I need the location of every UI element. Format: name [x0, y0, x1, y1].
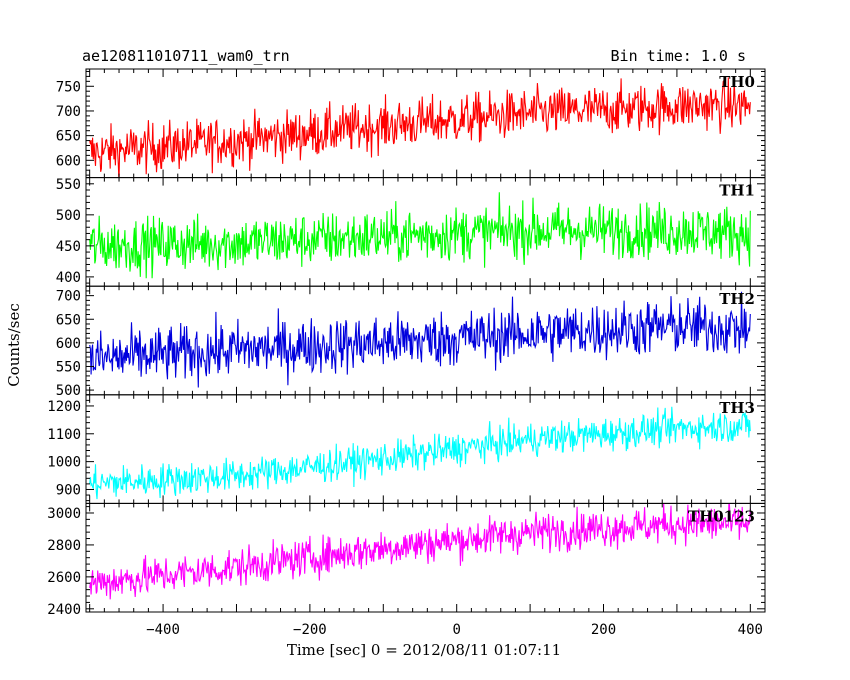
series-th0123-line: [89, 503, 751, 600]
bin-time-header: Bin time: 1.0 s: [611, 47, 746, 65]
y-tick-label: 400: [56, 270, 81, 286]
y-tick-label: 1000: [47, 455, 81, 471]
y-tick-label: 600: [56, 153, 81, 169]
x-axis: −400 −200 0 200 400: [146, 622, 763, 638]
series-label: TH0: [719, 73, 755, 91]
series-th3-line: [89, 406, 751, 500]
panel-th0: 600 650 700 750 TH0: [56, 68, 766, 179]
x-tick-label: 0: [452, 622, 460, 638]
x-tick-label: −200: [293, 622, 327, 638]
series-label: TH2: [719, 290, 755, 308]
y-tick-label: 650: [56, 312, 81, 328]
y-tick-label: 650: [56, 129, 81, 145]
y-tick-label: 500: [56, 208, 81, 224]
y-tick-label: 700: [56, 104, 81, 120]
y-tick-label: 700: [56, 289, 81, 305]
y-tick-label: 1100: [47, 427, 81, 443]
series-th2-line: [89, 291, 751, 388]
x-tick-label: 400: [738, 622, 763, 638]
y-tick-label: 2400: [47, 602, 81, 618]
y-tick-label: 2800: [47, 538, 81, 554]
y-tick-label: 3000: [47, 506, 81, 522]
y-tick-label: 1200: [47, 399, 81, 415]
panel-th1: 400 450 500 550 TH1: [56, 177, 766, 287]
y-tick-label: 550: [56, 359, 81, 375]
y-tick-label: 550: [56, 177, 81, 193]
x-tick-label: −400: [146, 622, 180, 638]
y-tick-label: 500: [56, 383, 81, 399]
observation-id-header: ae120811010711_wam0_trn: [82, 47, 290, 65]
y-tick-label: 600: [56, 336, 81, 352]
series-label: TH3: [719, 399, 755, 417]
series-label: TH1: [719, 182, 755, 200]
panel-th2: 500 550 600 650 700 TH2: [56, 285, 766, 399]
panel-frame: [85, 285, 766, 396]
y-tick-label: 900: [56, 482, 81, 498]
x-tick-label: 200: [591, 622, 616, 638]
x-axis-label: Time [sec] 0 = 2012/08/11 01:07:11: [287, 641, 561, 659]
series-th0-line: [89, 77, 751, 178]
panel-th0123: 2400 2600 2800 3000 TH0123: [47, 502, 766, 618]
series-th1-line: [89, 192, 751, 279]
y-axis-label: Counts/sec: [5, 303, 23, 387]
y-tick-label: 2600: [47, 570, 81, 586]
y-tick-label: 750: [56, 79, 81, 95]
panel-th3: 900 1000 1100 1200 TH3: [47, 394, 766, 504]
y-tick-label: 450: [56, 239, 81, 255]
series-label: TH0123: [688, 507, 755, 525]
